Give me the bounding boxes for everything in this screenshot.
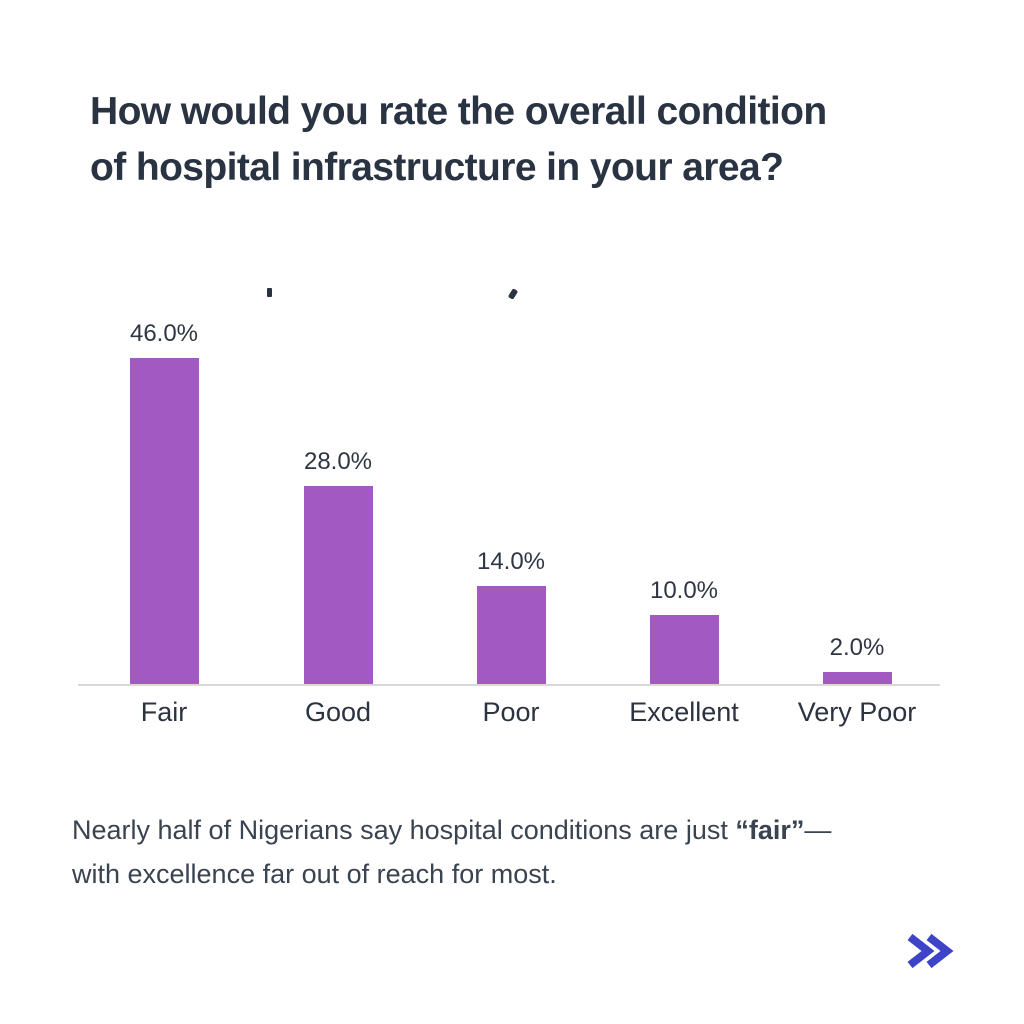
- page-title: How would you rate the overall condition…: [90, 84, 990, 196]
- cropped-chart-title-fragment: [507, 288, 519, 300]
- bar-poor: [476, 586, 546, 686]
- next-button[interactable]: [904, 930, 954, 972]
- bar-category-label: Good: [304, 697, 372, 727]
- bar-good: [303, 486, 373, 686]
- bar-category-label: Poor: [482, 697, 540, 727]
- bar-category-label: Fair: [140, 697, 188, 727]
- page-title-line-1: How would you rate the overall condition: [90, 90, 827, 133]
- bar-value-label: 14.0%: [476, 548, 546, 575]
- page-title-line-2: of hospital infrastructure in your area?: [90, 146, 784, 189]
- caption-dash: —: [804, 815, 832, 845]
- bar-value-label: 46.0%: [129, 320, 199, 347]
- bar-excellent: [649, 615, 719, 686]
- bar-category-label: Very Poor: [797, 697, 917, 727]
- caption-line-1: Nearly half of Nigerians say hospital co…: [72, 808, 982, 852]
- bar-value-label: 10.0%: [649, 577, 719, 604]
- caption-line-2: with excellence far out of reach for mos…: [72, 859, 557, 889]
- cropped-chart-title-fragment: [267, 288, 272, 297]
- caption: Nearly half of Nigerians say hospital co…: [72, 808, 982, 896]
- bar-fair: [129, 358, 199, 686]
- bar-category-label: Excellent: [629, 697, 739, 727]
- caption-text: Nearly half of Nigerians say hospital co…: [72, 815, 736, 845]
- bar-value-label: 28.0%: [303, 448, 373, 475]
- double-chevron-right-icon: [907, 933, 954, 969]
- caption-highlight: “fair”: [735, 815, 805, 845]
- x-axis-line: [78, 684, 940, 686]
- bar-very-poor: [822, 672, 892, 686]
- bar-value-label: 2.0%: [829, 634, 885, 661]
